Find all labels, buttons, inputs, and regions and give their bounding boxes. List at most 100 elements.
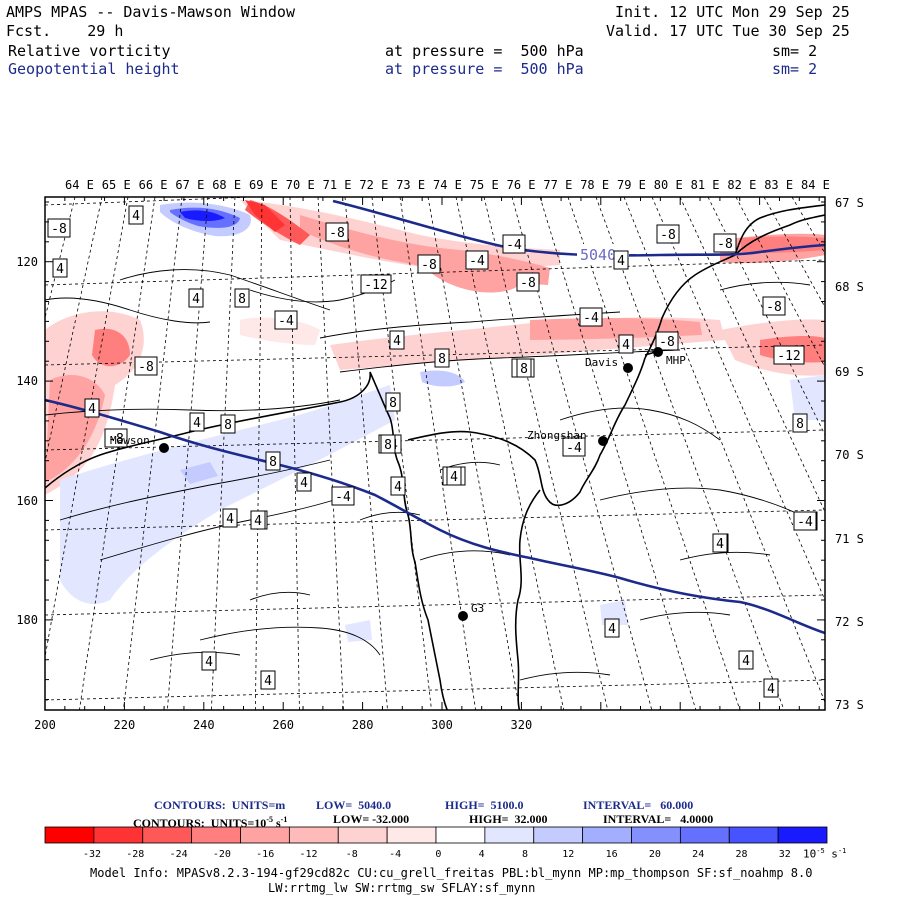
colorbar-tick: 16 [606, 849, 618, 860]
lon-label: 67 E [175, 178, 204, 192]
field1-pressure: at pressure = 500 hPa [385, 42, 584, 60]
svg-text:4: 4 [88, 402, 96, 417]
mhp-label: MHP [666, 354, 686, 367]
contour-label: -8 [134, 356, 158, 376]
svg-text:8: 8 [438, 352, 446, 367]
colorbar [44, 826, 828, 844]
contour-label: 4 [222, 508, 238, 528]
contours2-low: LOW= -32.000 [333, 812, 410, 826]
contour-label: -4 [562, 437, 586, 457]
svg-text:4: 4 [393, 334, 401, 349]
lat-label: 70 S [835, 448, 864, 462]
contour-label: 8 [385, 392, 401, 412]
shade-neg-east-core [740, 236, 825, 253]
svg-text:4: 4 [742, 654, 750, 669]
lon-label: 65 E [102, 178, 131, 192]
contour-label: -8 [104, 428, 128, 448]
lon-label: 78 E [580, 178, 609, 192]
x-tick-label: 280 [352, 718, 374, 732]
contours1-high: HIGH= 5100.0 [445, 798, 524, 812]
svg-text:-4: -4 [278, 314, 294, 329]
contour-label: 4 [189, 412, 205, 432]
shade-neg-west-inner [92, 328, 130, 367]
x-tick-label: 320 [511, 718, 533, 732]
colorbar-box [435, 826, 486, 844]
contour-label: 8 [434, 348, 450, 368]
mawson-marker [159, 443, 169, 453]
y-tick-label: 180 [16, 613, 38, 627]
colorbar-box [777, 826, 828, 844]
y-tick-label: 120 [16, 255, 38, 269]
colorbar-box [631, 826, 681, 844]
svg-text:4: 4 [767, 682, 775, 697]
zhongshan-label: Zhongshan [527, 429, 587, 442]
lon-label: 66 E [139, 178, 168, 192]
lon-label: 69 E [249, 178, 278, 192]
field2-pressure: at pressure = 500 hPa [385, 60, 584, 78]
svg-text:-12: -12 [364, 278, 387, 293]
svg-text:8: 8 [238, 292, 246, 307]
svg-text:-4: -4 [506, 238, 522, 253]
contour-label: 4 [128, 205, 144, 225]
lat-label: 73 S [835, 698, 864, 712]
colorbar-box [533, 826, 584, 844]
contour-label: 4 [604, 618, 620, 638]
svg-text:-8: -8 [138, 360, 154, 375]
svg-text:-8: -8 [766, 300, 782, 315]
colorbar-box [582, 826, 632, 844]
contour-label: -4 [331, 486, 355, 506]
svg-text:-12: -12 [777, 349, 800, 364]
svg-text:4: 4 [264, 674, 272, 689]
colorbar-tick-labels: -32 -28 -24 -20 -16 -12 -8 -4 0 4 8 12 16 20 24 28 32 [83, 849, 791, 860]
longitude-labels: 64 E 65 E 66 E 67 E 68 E 69 E 70 E 71 E 72 E 73 E… [65, 178, 830, 192]
contour-label: 8 [234, 288, 250, 308]
contour-label: -4 [465, 250, 489, 270]
g3-marker [458, 611, 468, 621]
field1-smoothing: sm= 2 [772, 42, 818, 60]
colorbar-tick: 8 [522, 849, 528, 860]
field2-smoothing: sm= 2 [772, 60, 818, 78]
davis-marker [623, 363, 633, 373]
shade-pos-mid [180, 462, 218, 484]
lon-label: 82 E [727, 178, 756, 192]
colorbar-tick: -24 [170, 849, 188, 860]
geopotential-contour [45, 199, 825, 635]
contour-label: 4 [613, 250, 629, 270]
contour-label: -8 [47, 218, 71, 238]
svg-text:4: 4 [56, 262, 64, 277]
contour-label: -8 [516, 272, 540, 292]
latitude-labels: 67 S 68 S 69 S 70 S 71 S 72 S 73 S [835, 196, 864, 712]
contour-label: 8 [220, 414, 236, 434]
stations: Mawson Davis MHP Zhongshan G3 [110, 347, 686, 621]
svg-text:8: 8 [389, 396, 397, 411]
contours2-interval: INTERVAL= 4.0000 [603, 812, 714, 826]
contour-label: -8 [655, 331, 679, 351]
lon-label: 80 E [654, 178, 683, 192]
colorbar-box [337, 826, 388, 844]
lon-label: 64 E [65, 178, 94, 192]
colorbar-box [44, 826, 95, 844]
svg-text:4: 4 [132, 209, 140, 224]
lat-label: 69 S [835, 365, 864, 379]
shade-pos-east [790, 375, 825, 420]
shade-pos-southwest [60, 385, 395, 604]
lon-label: 72 E [359, 178, 388, 192]
svg-text:-8: -8 [421, 258, 437, 273]
colorbar-tick: 24 [692, 849, 704, 860]
lon-label: 68 E [212, 178, 241, 192]
svg-text:8: 8 [796, 417, 804, 432]
x-tick-label: 300 [431, 718, 453, 732]
map-title: AMPS MPAS -- Davis-Mawson Window [6, 3, 295, 21]
plot-frame [44, 196, 826, 711]
contour-label: 8 [516, 358, 532, 378]
colorbar-tick: -8 [346, 849, 358, 860]
g3-label: G3 [471, 602, 484, 615]
svg-text:-8: -8 [717, 237, 733, 252]
colorbar-tick: 28 [735, 849, 747, 860]
lon-label: 75 E [470, 178, 499, 192]
shade-pos-north-max [180, 210, 225, 221]
lat-label: 71 S [835, 532, 864, 546]
mawson-label: Mawson [110, 434, 150, 447]
lon-label: 77 E [543, 178, 572, 192]
colorbar-tick: -16 [256, 849, 274, 860]
